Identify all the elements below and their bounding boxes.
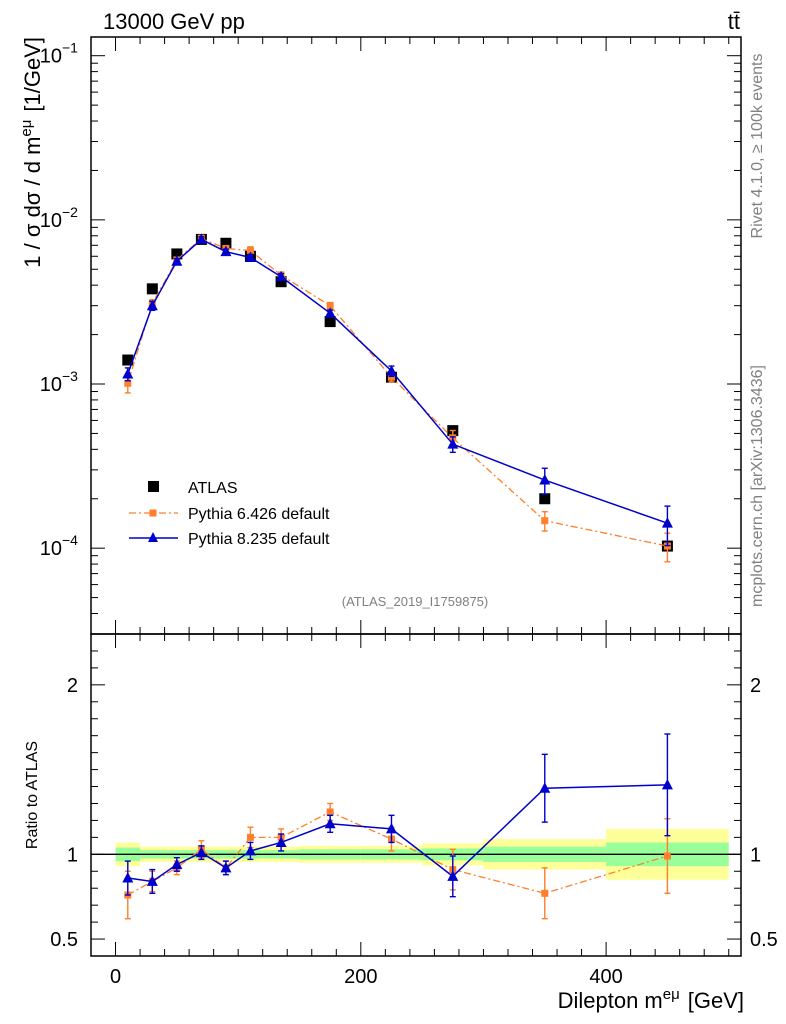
- pythia8-line-main: [127, 238, 668, 524]
- data-series: [122, 233, 673, 920]
- pythia8-point-ratio-4: [220, 861, 232, 873]
- pythia6-point-ratio-7: [326, 808, 334, 816]
- pythia6-line-ratio: [127, 811, 668, 896]
- pythia8-point-main-0: [122, 368, 134, 379]
- atlas-point-7: [324, 316, 336, 328]
- pythia8-point-main-3: [195, 233, 207, 244]
- y-tick-label-main-exponent: −1: [62, 40, 78, 56]
- y-tick-label-main: 10: [40, 46, 62, 68]
- pythia8-point-main-10: [539, 474, 551, 485]
- pythia8-point-main-7: [324, 307, 336, 318]
- legend: ATLAS Pythia 6.426 default Pythia 8.235 …: [129, 480, 330, 548]
- y-tick-label-main-exponent: −2: [62, 204, 78, 220]
- pythia8-point-main-2: [171, 255, 183, 266]
- mcplots-label: mcplots.cern.ch [arXiv:1306.3436]: [749, 365, 766, 607]
- pythia6-point-main-10: [541, 517, 549, 525]
- pythia8-point-ratio-8: [385, 822, 397, 834]
- pythia8-point-main-9: [447, 438, 459, 449]
- legend-marker-pythia8: [148, 532, 158, 542]
- y-tick-label-ratio-left: 0.5: [50, 929, 78, 951]
- pythia8-point-ratio-9: [447, 870, 459, 881]
- pythia8-point-ratio-3: [195, 846, 207, 858]
- ratio-plot-frame: [90, 633, 742, 957]
- pythia8-point-main-1: [146, 299, 158, 311]
- y-tick-label-main: 10: [40, 374, 62, 396]
- pythia6-point-ratio-5: [246, 833, 254, 841]
- legend-label-atlas: ATLAS: [188, 480, 238, 497]
- pythia8-point-ratio-5: [244, 844, 256, 856]
- pythia8-point-main-5: [244, 251, 256, 262]
- y-tick-label-ratio-left: 2: [67, 675, 78, 697]
- energy-label: 13000 GeV pp: [103, 9, 245, 34]
- legend-marker-pythia6: [149, 509, 157, 517]
- legend-marker-atlas: [148, 481, 159, 492]
- y-tick-label-ratio-right: 0.5: [750, 929, 778, 951]
- pythia8-point-ratio-11: [661, 778, 673, 790]
- pythia6-line-main: [127, 237, 668, 547]
- pythia8-point-ratio-2: [171, 858, 183, 869]
- pythia6-point-main-5: [246, 247, 254, 255]
- pythia8-point-main-11: [661, 517, 673, 528]
- pythia6-point-main-7: [326, 302, 334, 310]
- pythia6-point-main-8: [387, 373, 395, 381]
- x-tick-label: 200: [344, 966, 377, 988]
- y-tick-label-main-exponent: −4: [62, 532, 78, 548]
- pythia8-point-main-8: [385, 365, 397, 376]
- legend-label-pythia8: Pythia 8.235 default: [188, 531, 330, 548]
- pythia8-point-ratio-0: [122, 872, 134, 883]
- y-axis-title: 1 / σ dσ / d meμ[1/GeV]: [18, 37, 45, 268]
- pythia8-point-main-6: [275, 270, 287, 282]
- pythia8-point-ratio-1: [146, 875, 158, 886]
- y-tick-label-ratio-right: 2: [750, 675, 761, 697]
- process-label: tt̄: [728, 9, 740, 34]
- pythia6-point-main-0: [124, 379, 132, 387]
- pythia8-point-ratio-10: [539, 782, 551, 793]
- x-tick-label: 400: [589, 966, 622, 988]
- y-tick-label-main-exponent: −3: [62, 368, 78, 384]
- atlas-point-2: [171, 248, 183, 260]
- rivet-label: Rivet 4.1.0, ≥ 100k events: [749, 54, 766, 239]
- y-tick-label-ratio-left: 1: [67, 844, 78, 866]
- x-axis-title: Dilepton meμ [GeV]: [558, 986, 744, 1013]
- x-tick-label: 0: [110, 966, 121, 988]
- atlas-point-10: [539, 493, 551, 505]
- atlas-point-0: [122, 354, 134, 366]
- atlas-point-6: [275, 276, 287, 288]
- atlas-point-4: [220, 237, 232, 249]
- pythia6-point-ratio-11: [663, 852, 671, 860]
- pythia8-point-main-4: [220, 245, 232, 257]
- atlas-point-1: [146, 283, 158, 295]
- axis-ticks: [91, 37, 741, 956]
- legend-label-pythia6: Pythia 6.426 default: [188, 506, 330, 523]
- y-tick-label-ratio-right: 1: [750, 844, 761, 866]
- y-tick-label-main: 10: [40, 210, 62, 232]
- pythia8-point-ratio-6: [275, 836, 287, 847]
- ratio-axis-title: Ratio to ATLAS: [24, 741, 41, 849]
- pythia6-point-ratio-10: [541, 889, 549, 897]
- y-tick-label-main: 10: [40, 538, 62, 560]
- pythia8-point-ratio-7: [324, 817, 336, 829]
- analysis-id: (ATLAS_2019_I1759875): [342, 594, 488, 609]
